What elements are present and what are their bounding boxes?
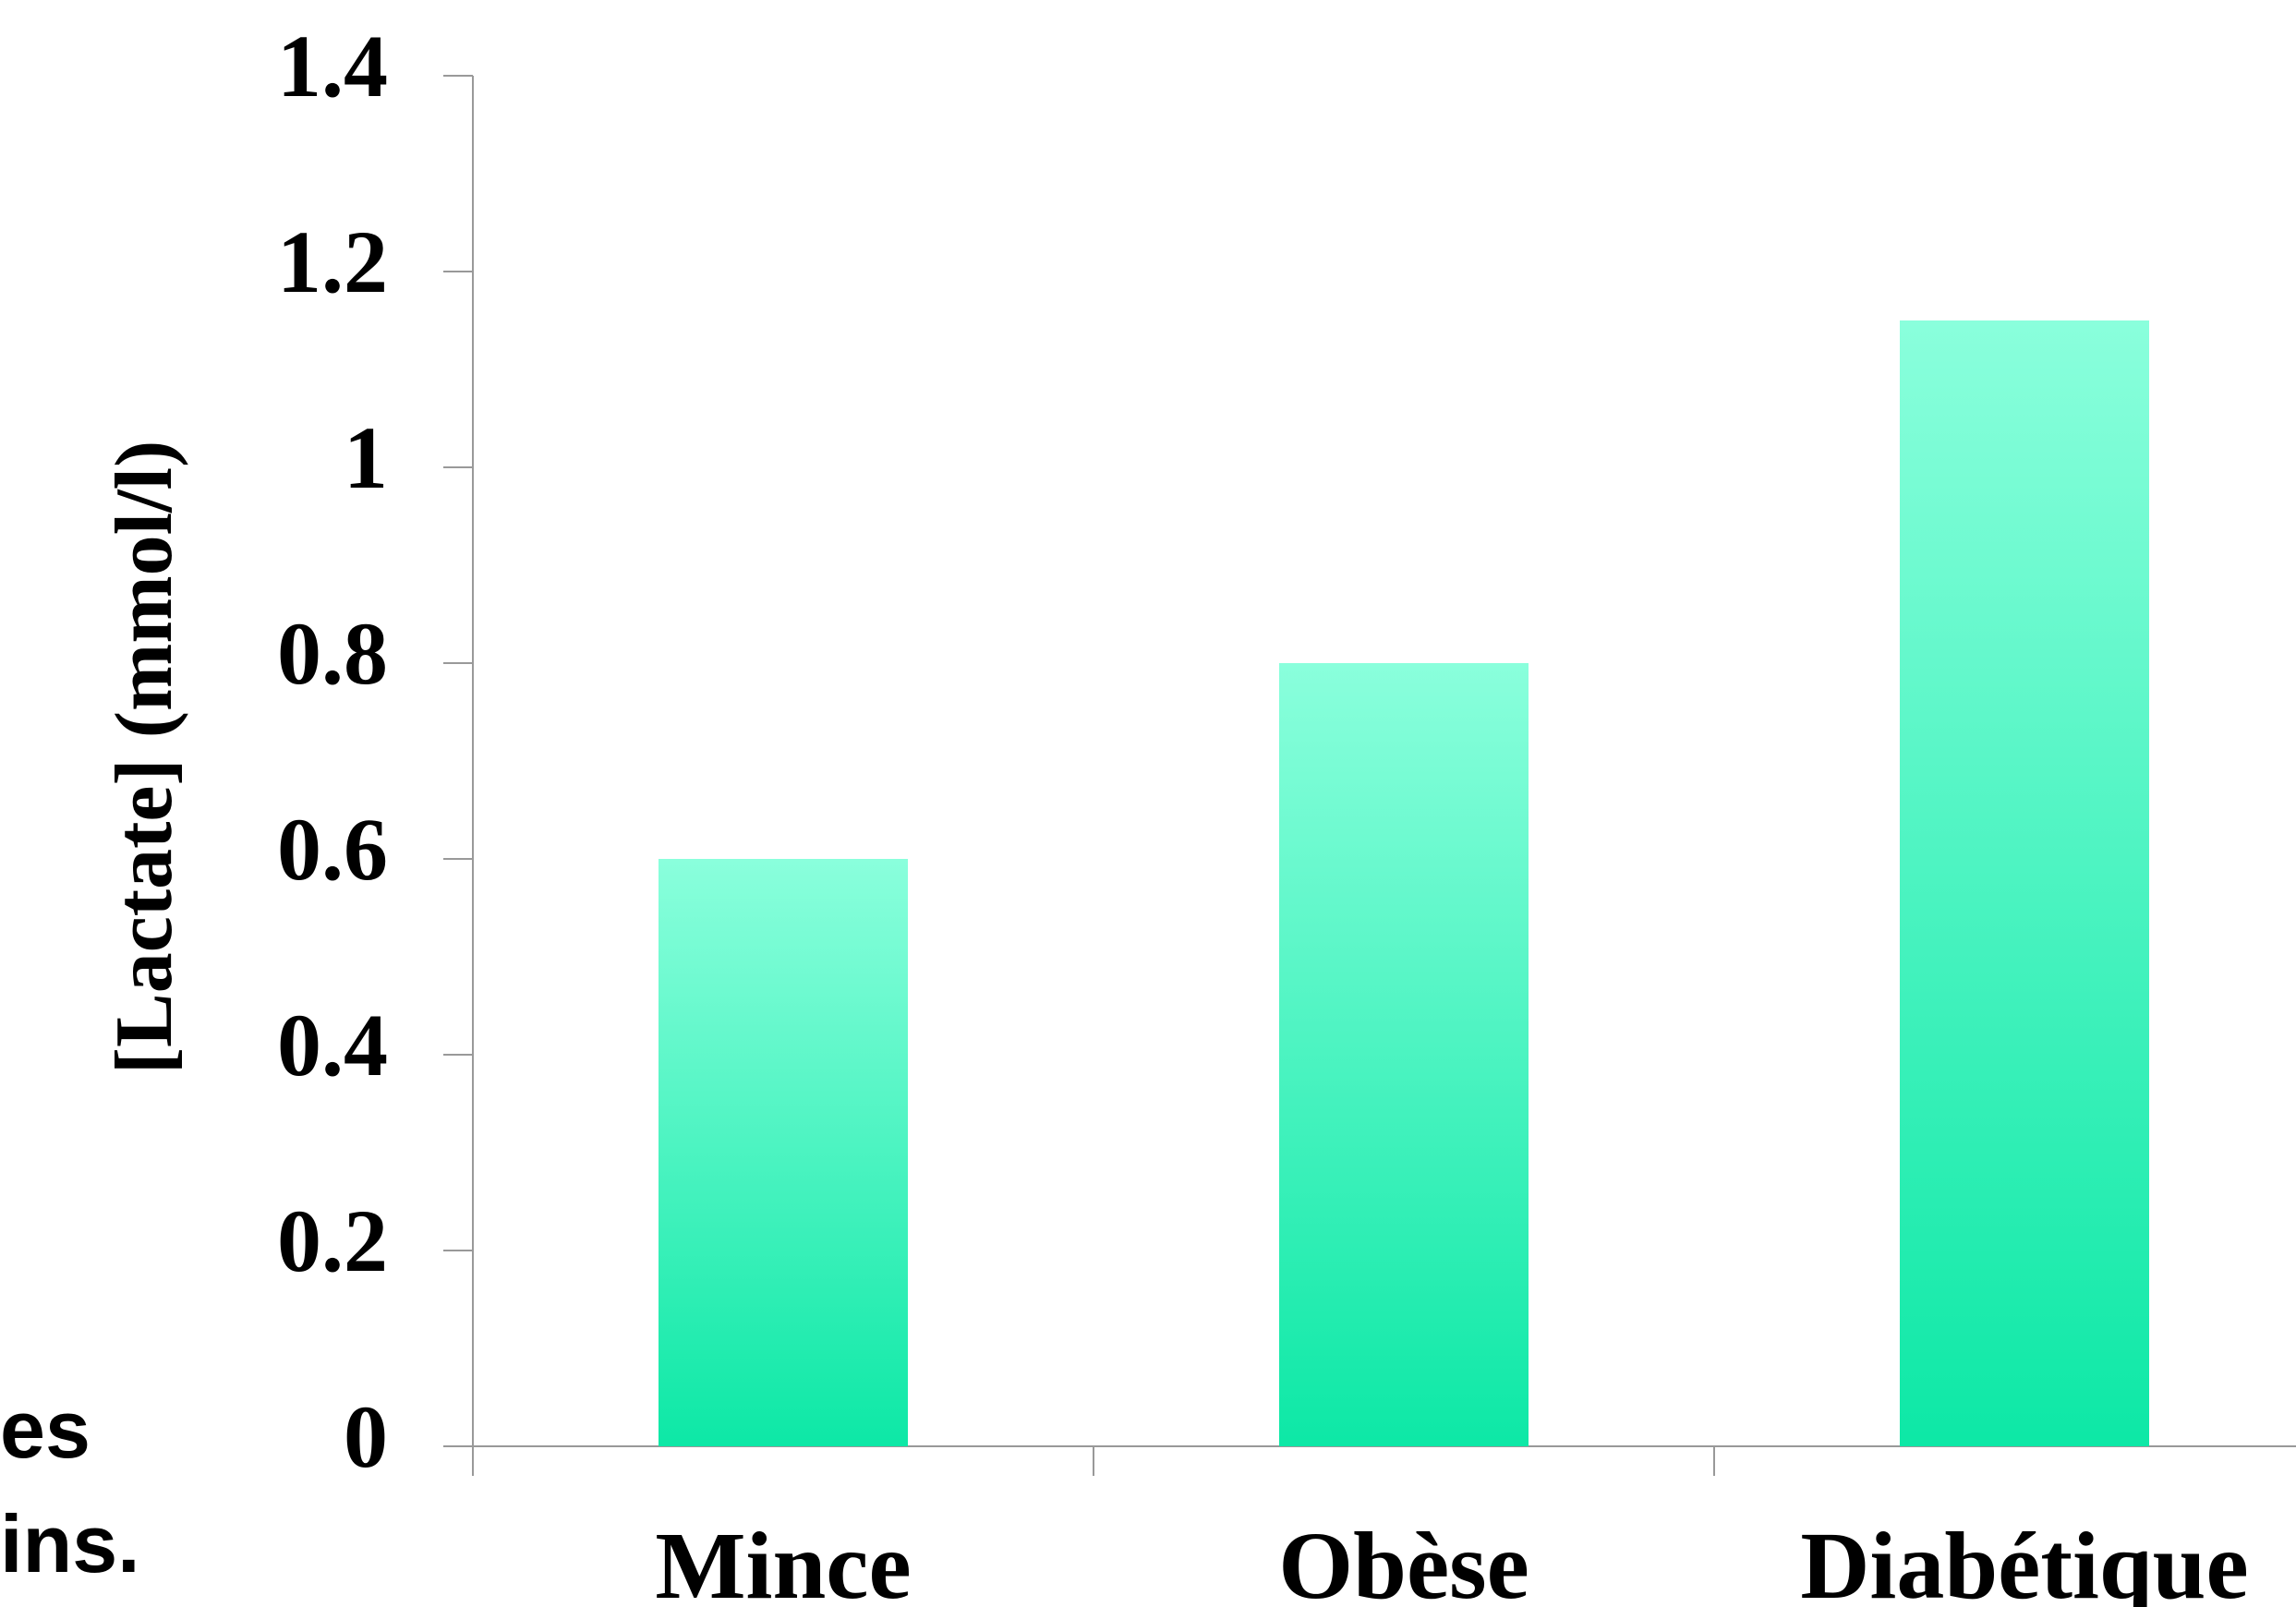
y-tick-label: 0.6 — [277, 800, 388, 899]
y-tick-label: 0.2 — [277, 1191, 388, 1290]
y-tick-label: 1.2 — [277, 212, 388, 311]
x-tick-label: Obèse — [1278, 1513, 1529, 1607]
side-text-fragment-1: es — [0, 1383, 91, 1475]
y-tick-label: 0 — [344, 1387, 388, 1486]
x-axis — [472, 1445, 2296, 1476]
y-tick-label: 0.8 — [277, 604, 388, 703]
labels: 0 0.2 0.4 0.6 0.8 1 1.2 1.4 Mince Obèse Diabétique — [277, 17, 2249, 1607]
x-tick-label: Mince — [655, 1513, 911, 1607]
side-text-fragment-2: ins. — [0, 1498, 140, 1589]
y-tick-label: 1.4 — [277, 17, 388, 115]
y-axis-title: [Lactate] (mmol/l) — [100, 441, 189, 1075]
bar-diabétique — [1900, 320, 2149, 1446]
bar-obèse — [1279, 663, 1529, 1446]
x-tick-label: Diabétique — [1800, 1513, 2248, 1607]
y-axis — [443, 75, 474, 1447]
bar-mince — [659, 859, 908, 1446]
y-tick-label: 1 — [344, 408, 388, 507]
y-tick-label: 0.4 — [277, 996, 388, 1094]
bars — [659, 320, 2149, 1446]
